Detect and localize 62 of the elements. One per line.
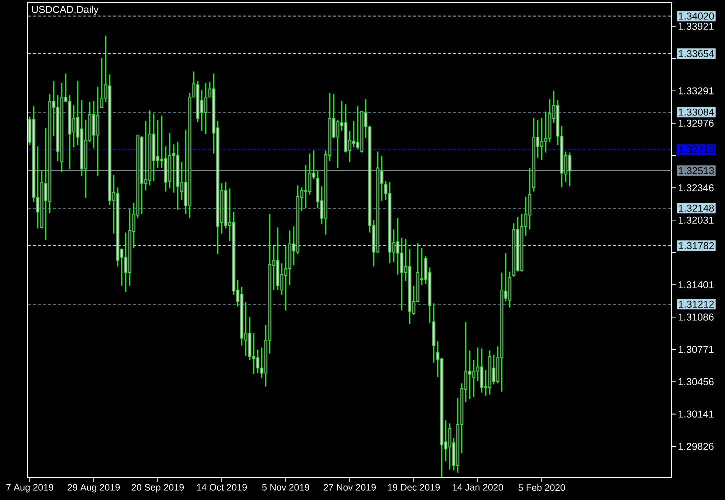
candlestick <box>352 120 356 148</box>
candlestick <box>336 119 340 169</box>
candlestick <box>252 332 256 375</box>
ref-line-label: 1.32148 <box>679 204 714 212</box>
candlestick <box>156 119 160 169</box>
candlestick <box>356 106 360 150</box>
candlestick <box>568 152 572 188</box>
x-tick-label: 20 Sep 2019 <box>132 484 184 493</box>
y-tick-label: 1.32031 <box>678 216 714 224</box>
candlestick <box>432 303 436 364</box>
candlestick <box>144 120 148 192</box>
candlestick <box>400 237 404 312</box>
ref-line-label: 1.31782 <box>679 242 714 250</box>
candlestick <box>204 82 208 135</box>
candlestick <box>508 271 512 308</box>
y-tick-label: 1.30141 <box>678 410 714 418</box>
candlestick <box>480 348 484 394</box>
candlestick <box>472 360 476 398</box>
candlestick <box>280 263 284 296</box>
ref-line-label: 1.33654 <box>679 50 714 58</box>
candlestick <box>256 349 260 374</box>
y-tick-label: 1.31086 <box>678 314 714 321</box>
candlestick <box>96 86 100 177</box>
x-tick-label: 19 Dec 2019 <box>388 484 440 491</box>
candlestick <box>92 100 96 150</box>
x-tick-label: 7 Aug 2019 <box>6 484 54 493</box>
x-tick-label: 14 Jan 2020 <box>453 484 504 491</box>
candlestick <box>284 246 288 312</box>
y-tick-label: 1.32346 <box>678 184 714 192</box>
candlestick <box>540 117 544 160</box>
y-tick-label: 1.29826 <box>678 443 714 450</box>
candlestick <box>308 153 312 196</box>
candlestick <box>164 146 168 192</box>
ref-line-label: 1.34020 <box>679 12 714 20</box>
x-tick-label: 14 Oct 2019 <box>197 484 247 491</box>
y-tick-label: 1.30456 <box>678 378 714 386</box>
candlestick <box>248 316 252 361</box>
candlestick <box>72 105 76 148</box>
ref-line-label: 1.32718 <box>679 146 714 154</box>
x-tick-label: 27 Nov 2019 <box>324 484 376 491</box>
ref-line-label: 1.33084 <box>679 108 714 116</box>
y-tick-label: 1.30771 <box>678 346 714 354</box>
candlestick <box>468 350 472 400</box>
ref-line-label: 1.32513 <box>679 167 714 174</box>
candlestick <box>304 164 308 209</box>
x-tick-label: 5 Feb 2020 <box>518 484 566 492</box>
y-tick-label: 1.33291 <box>678 88 714 95</box>
candlestick <box>448 423 452 470</box>
x-tick-label: 29 Aug 2019 <box>68 484 120 493</box>
ref-line-label: 1.31212 <box>679 300 714 308</box>
y-tick-label: 1.32976 <box>678 120 714 127</box>
candlestick <box>124 232 128 293</box>
chart-title: USDCAD,Daily <box>32 6 99 16</box>
candlestick <box>100 58 104 108</box>
y-tick-label: 1.33921 <box>678 22 714 30</box>
candlestick <box>544 111 548 154</box>
candlestick <box>396 218 400 276</box>
candlestick <box>492 354 496 386</box>
x-tick-label: 5 Nov 2019 <box>262 484 310 491</box>
y-tick-label: 1.31401 <box>678 281 714 289</box>
candlestick <box>172 144 176 194</box>
candlestick <box>528 168 532 230</box>
